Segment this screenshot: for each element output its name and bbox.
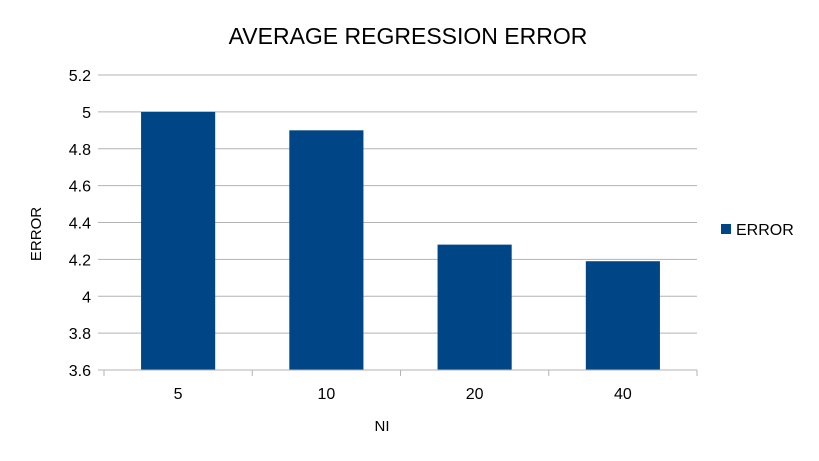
x-tick-label: 5 (174, 386, 183, 403)
y-tick-label: 4.2 (69, 252, 91, 269)
bars (141, 111, 660, 370)
y-tick-label: 5 (82, 105, 91, 122)
y-tick-label: 5.2 (69, 68, 91, 85)
x-axis-label: NI (375, 418, 390, 435)
bar-40 (585, 261, 660, 370)
y-tick-label: 4.4 (69, 216, 91, 233)
y-tick-label: 4.6 (69, 179, 91, 196)
y-tick-label: 3.8 (69, 326, 91, 343)
legend-swatch (721, 224, 731, 234)
y-tick-labels: 3.6 3.8 4 4.2 4.4 4.6 4.8 5 5.2 (69, 68, 91, 380)
legend: ERROR (721, 222, 794, 239)
x-tick-label: 40 (614, 386, 632, 403)
bar-5 (141, 111, 216, 370)
y-tick-label: 4 (82, 289, 91, 306)
y-tick-label: 3.6 (69, 363, 91, 380)
chart-title: AVERAGE REGRESSION ERROR (229, 23, 588, 49)
x-tick-labels: 5 10 20 40 (174, 386, 632, 403)
y-axis-label: ERROR (28, 207, 45, 261)
x-tick-label: 20 (466, 386, 484, 403)
legend-label: ERROR (736, 222, 794, 239)
bar-20 (437, 244, 512, 370)
axes (103, 369, 698, 376)
x-tick-label: 10 (317, 386, 335, 403)
bar-10 (289, 130, 364, 370)
y-tick-label: 4.8 (69, 142, 91, 159)
